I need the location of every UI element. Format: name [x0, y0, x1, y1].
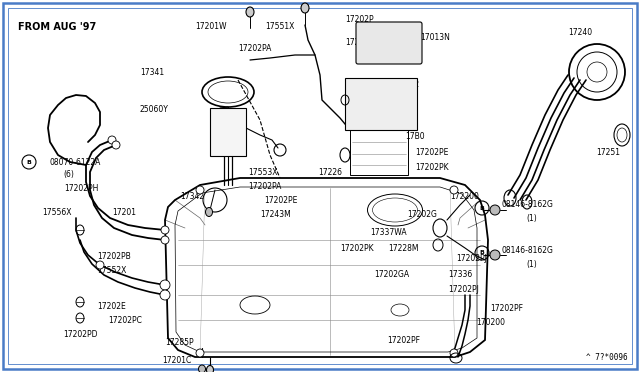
Text: 08070-6122A: 08070-6122A	[49, 158, 100, 167]
Text: 17251: 17251	[596, 148, 620, 157]
Text: 17202PC: 17202PC	[108, 316, 142, 325]
Circle shape	[450, 186, 458, 194]
Text: 17553X: 17553X	[248, 168, 278, 177]
Text: 17285P: 17285P	[165, 338, 194, 347]
Circle shape	[108, 136, 116, 144]
Ellipse shape	[207, 366, 214, 372]
Text: 17556X: 17556X	[42, 208, 72, 217]
Text: 17337WA: 17337WA	[370, 228, 406, 237]
Text: 17013N: 17013N	[420, 33, 450, 42]
Text: 17202PE: 17202PE	[264, 196, 298, 205]
Text: 08146-8162G: 08146-8162G	[501, 200, 553, 209]
Text: B: B	[479, 250, 484, 256]
Circle shape	[490, 250, 500, 260]
Text: (6): (6)	[63, 170, 74, 179]
Text: 170200: 170200	[476, 318, 505, 327]
Text: 17202PK: 17202PK	[340, 244, 374, 253]
Ellipse shape	[246, 7, 254, 17]
Circle shape	[196, 186, 204, 194]
Text: 17202PA: 17202PA	[248, 182, 282, 191]
Text: 17551X: 17551X	[265, 22, 294, 31]
Text: 17202G: 17202G	[407, 210, 437, 219]
Text: FROM AUG '97: FROM AUG '97	[18, 22, 96, 32]
Text: 17342: 17342	[180, 192, 204, 201]
Text: 17202PB: 17202PB	[97, 252, 131, 261]
Circle shape	[112, 141, 120, 149]
Ellipse shape	[301, 3, 309, 13]
Text: B: B	[27, 160, 31, 164]
FancyBboxPatch shape	[345, 78, 417, 130]
Text: 17B0: 17B0	[405, 132, 424, 141]
Text: 17240: 17240	[568, 28, 592, 37]
Text: 17202P: 17202P	[345, 15, 374, 24]
Text: 17202PF: 17202PF	[490, 304, 523, 313]
Circle shape	[160, 290, 170, 300]
Text: B: B	[479, 205, 484, 211]
Circle shape	[450, 349, 458, 357]
Text: (1): (1)	[526, 214, 537, 223]
Text: 172200: 172200	[450, 192, 479, 201]
Text: 17202PA: 17202PA	[238, 44, 271, 53]
Text: 17201C: 17201C	[162, 356, 191, 365]
Circle shape	[196, 349, 204, 357]
Text: 17341: 17341	[140, 68, 164, 77]
Text: 17552X: 17552X	[97, 266, 126, 275]
Text: 17202PD: 17202PD	[63, 330, 97, 339]
Text: 17201W: 17201W	[195, 22, 227, 31]
FancyBboxPatch shape	[356, 22, 422, 64]
Circle shape	[160, 280, 170, 290]
Text: 17228M: 17228M	[388, 244, 419, 253]
Text: 17202PK: 17202PK	[415, 163, 449, 172]
FancyBboxPatch shape	[210, 108, 246, 156]
Circle shape	[490, 205, 500, 215]
Text: 17243M: 17243M	[260, 210, 291, 219]
Text: 17202PH: 17202PH	[64, 184, 99, 193]
Text: 17201: 17201	[112, 208, 136, 217]
Text: 17202PJ: 17202PJ	[456, 254, 487, 263]
Text: 17336: 17336	[448, 270, 472, 279]
Text: 17226: 17226	[318, 168, 342, 177]
Text: 25060Y: 25060Y	[140, 105, 169, 114]
Ellipse shape	[205, 208, 212, 217]
Text: 17042: 17042	[395, 80, 419, 89]
Ellipse shape	[198, 365, 205, 372]
Circle shape	[161, 226, 169, 234]
Text: 17202PF: 17202PF	[387, 336, 420, 345]
Text: (1): (1)	[526, 260, 537, 269]
Text: 17202P: 17202P	[345, 38, 374, 47]
Circle shape	[96, 261, 104, 269]
Text: ^ 7?*0096: ^ 7?*0096	[586, 353, 628, 362]
Text: 17202PJ: 17202PJ	[448, 285, 479, 294]
Text: 08146-8162G: 08146-8162G	[501, 246, 553, 255]
Text: 17202GA: 17202GA	[374, 270, 409, 279]
Text: 17202E: 17202E	[97, 302, 125, 311]
Circle shape	[161, 236, 169, 244]
Text: 17202PE: 17202PE	[415, 148, 449, 157]
